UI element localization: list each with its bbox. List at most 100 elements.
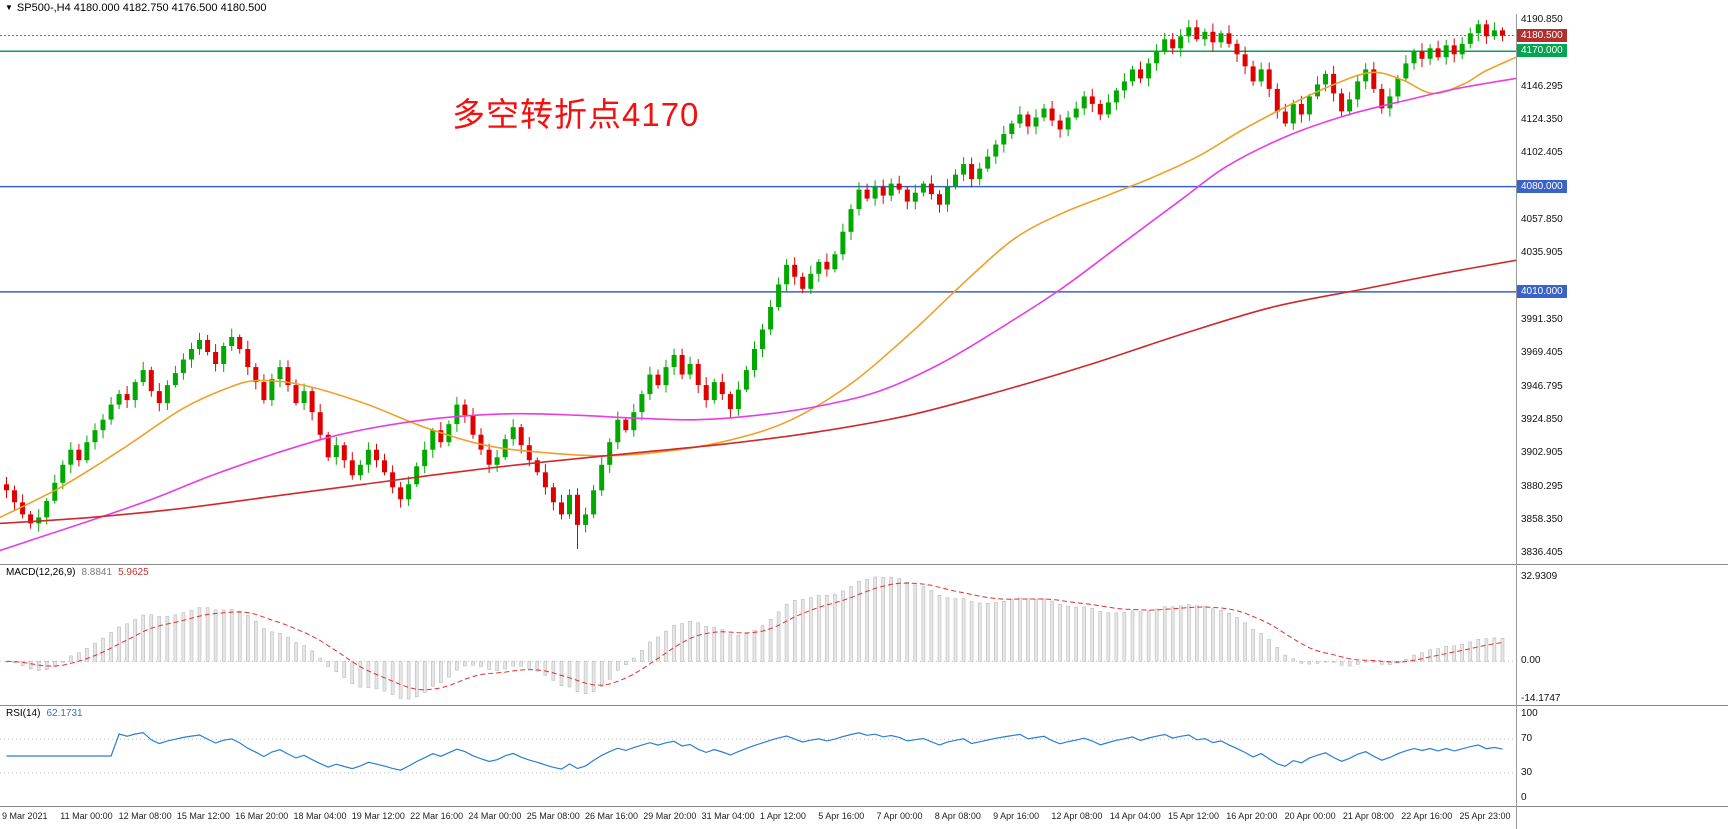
candle-body — [494, 457, 500, 465]
macd-histogram-bar — [28, 661, 33, 670]
candle-body — [1435, 48, 1441, 58]
time-axis-label: 11 Mar 00:00 — [60, 811, 113, 821]
macd-panel-svg[interactable] — [0, 565, 1516, 705]
macd-histogram-bar — [1154, 608, 1159, 662]
macd-axis-label: -14.1747 — [1521, 693, 1561, 704]
macd-histogram-bar — [254, 620, 258, 662]
candle-body — [1138, 69, 1143, 79]
candle-body — [776, 284, 782, 307]
candle-body — [1242, 54, 1248, 67]
price-tag-4010.000: 4010.000 — [1517, 284, 1567, 298]
candle-body — [1395, 78, 1401, 97]
price-tag-4180.500: 4180.500 — [1517, 28, 1567, 42]
price-tag-4080.000: 4080.000 — [1517, 179, 1567, 193]
macd-histogram-bar — [1042, 598, 1046, 662]
candle-body — [28, 514, 34, 524]
price-axis-label: 3836.405 — [1521, 546, 1563, 558]
time-axis-label: 20 Apr 00:00 — [1284, 811, 1336, 821]
candle-body — [349, 460, 355, 476]
candle-body — [1001, 134, 1007, 145]
macd-histogram-bar — [1018, 597, 1022, 662]
candle-body — [1025, 114, 1031, 127]
macd-histogram-bar — [495, 661, 499, 671]
rsi-panel-svg[interactable] — [0, 706, 1516, 806]
macd-histogram-bar — [833, 593, 837, 662]
candle-body — [808, 273, 814, 289]
price-axis-separator — [1516, 14, 1517, 829]
price-chart-svg[interactable] — [0, 16, 1516, 564]
macd-histogram-bar — [945, 597, 950, 662]
candle-body — [116, 394, 122, 405]
candle-body — [1411, 51, 1417, 64]
time-axis-label: 21 Apr 08:00 — [1342, 811, 1394, 821]
macd-histogram-bar — [1195, 605, 1199, 662]
candle-body — [559, 502, 564, 515]
macd-histogram-bar — [744, 633, 749, 662]
candle-body — [888, 183, 894, 196]
macd-histogram-bar — [1106, 612, 1111, 662]
macd-histogram-bar — [1187, 604, 1191, 662]
macd-histogram-bar — [1500, 637, 1505, 662]
macd-histogram-bar — [607, 661, 612, 680]
macd-histogram-bar — [857, 580, 861, 662]
macd-histogram-bar — [672, 624, 676, 662]
candle-body — [703, 385, 709, 401]
macd-histogram-bar — [1275, 647, 1280, 662]
macd-histogram-bar — [157, 616, 162, 662]
time-axis-label: 29 Mar 20:00 — [643, 811, 697, 821]
candle-body — [470, 415, 476, 435]
candle-body — [1500, 30, 1505, 36]
candle-body — [1033, 117, 1039, 127]
candle-body — [1459, 43, 1465, 55]
price-axis-label: 3969.405 — [1521, 346, 1563, 358]
macd-histogram-bar — [1066, 605, 1070, 662]
candle-body — [945, 186, 950, 205]
macd-histogram-bar — [921, 586, 926, 662]
macd-histogram-bar — [1178, 605, 1183, 662]
macd-histogram-bar — [302, 645, 306, 662]
macd-histogram-bar — [1267, 639, 1271, 662]
macd-histogram-bar — [77, 652, 81, 662]
macd-histogram-bar — [752, 630, 757, 662]
price-axis-label: 3858.350 — [1521, 513, 1563, 525]
macd-histogram-bar — [221, 609, 226, 662]
macd-histogram-bar — [551, 661, 556, 681]
candle-body — [213, 352, 219, 364]
time-axis-label: 15 Apr 12:00 — [1168, 811, 1220, 821]
candle-body — [277, 367, 283, 380]
macd-histogram-bar — [1412, 654, 1416, 662]
candle-body — [607, 442, 613, 465]
price-tag-4170.000: 4170.000 — [1517, 44, 1567, 58]
candle-body — [719, 382, 725, 395]
collapse-triangle-icon[interactable]: ▼ — [5, 3, 13, 12]
macd-histogram-bar — [447, 661, 451, 678]
panel-separator — [0, 806, 1728, 807]
macd-histogram-bar — [439, 661, 443, 683]
candle-body — [953, 174, 958, 187]
candle-body — [655, 374, 661, 386]
candle-body — [12, 490, 17, 503]
candle-body — [44, 500, 50, 518]
macd-histogram-bar — [1002, 601, 1006, 662]
macd-histogram-bar — [688, 621, 692, 662]
candle-body — [510, 427, 516, 440]
price-axis-label: 4035.905 — [1521, 246, 1563, 258]
macd-histogram-bar — [1114, 612, 1119, 662]
candle-body — [1049, 108, 1055, 121]
candle-body — [671, 355, 677, 367]
macd-histogram-bar — [1251, 629, 1255, 662]
macd-histogram-bar — [205, 607, 210, 662]
macd-histogram-bar — [776, 611, 781, 662]
macd-histogram-bar — [1010, 599, 1014, 662]
macd-label: MACD(12,26,9) 8.8841 5.9625 — [6, 567, 149, 578]
candle-body — [462, 404, 468, 416]
mid-ma-line — [0, 77, 1516, 552]
macd-histogram-bar — [85, 647, 89, 662]
candle-body — [937, 194, 942, 205]
candle-body — [1089, 96, 1095, 104]
price-axis-label: 4102.405 — [1521, 146, 1563, 158]
candle-body — [309, 391, 315, 413]
time-axis-label: 19 Mar 12:00 — [351, 811, 405, 821]
macd-histogram-bar — [173, 614, 178, 662]
